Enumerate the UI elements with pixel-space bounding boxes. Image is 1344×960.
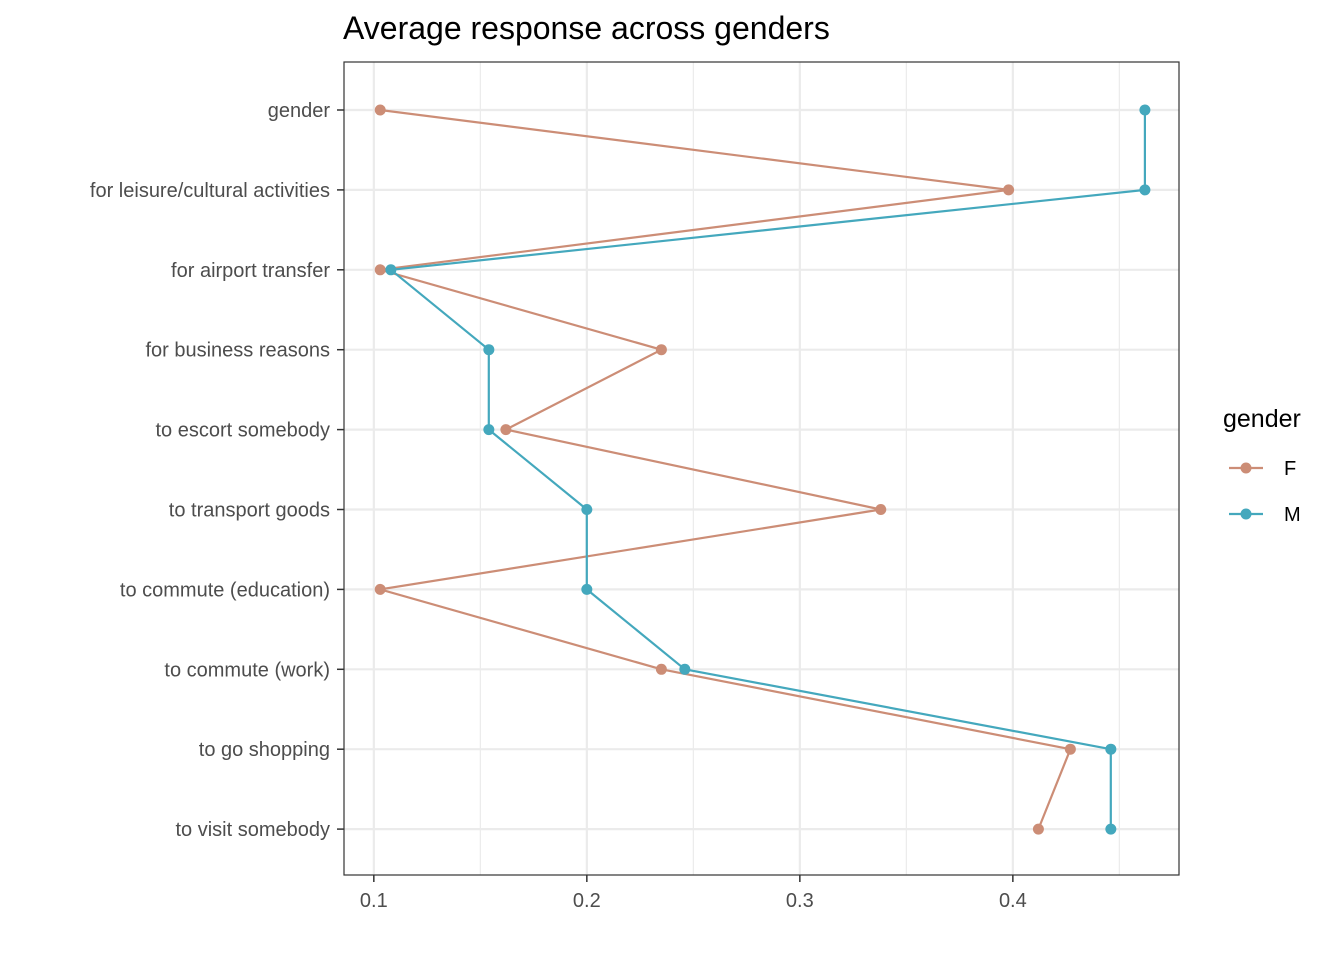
legend-key-point-F — [1240, 462, 1252, 474]
chart-title: Average response across genders — [343, 10, 830, 46]
y-axis: gender for leisure/cultural activities for… — [90, 100, 344, 841]
y-tick-label: gender — [268, 100, 331, 122]
x-tick-label: 0.1 — [360, 890, 388, 912]
panel-border — [343, 61, 1180, 876]
series-point-M — [1139, 184, 1151, 196]
series-point-F — [655, 344, 667, 356]
x-tick-label: 0.2 — [573, 890, 601, 912]
series-point-F — [374, 264, 386, 276]
series-point-M — [1105, 743, 1117, 755]
x-axis: 0.1 0.2 0.3 0.4 — [360, 875, 1027, 912]
y-tick-label: to escort somebody — [155, 420, 330, 442]
series-point-M — [1139, 104, 1151, 116]
series-point-F — [1032, 823, 1044, 835]
y-tick-label: to go shopping — [199, 739, 330, 761]
grid-minor — [479, 62, 1120, 875]
x-tick-label: 0.4 — [999, 890, 1027, 912]
legend-key-point-M — [1240, 508, 1252, 520]
legend-title: gender — [1223, 405, 1301, 433]
series-point-F — [374, 583, 386, 595]
y-tick-label: to visit somebody — [175, 819, 330, 841]
series-point-F — [655, 663, 667, 675]
legend-items: FM — [1229, 458, 1301, 526]
series-point-M — [679, 663, 691, 675]
y-tick-label: to commute (education) — [120, 579, 330, 601]
series-point-M — [385, 264, 397, 276]
y-tick-label: to commute (work) — [164, 659, 330, 681]
legend: gender FM — [1223, 405, 1301, 526]
y-tick-label: for business reasons — [145, 340, 330, 362]
series-point-F — [1003, 184, 1015, 196]
series-point-M — [483, 424, 495, 436]
y-tick-label: for leisure/cultural activities — [90, 180, 330, 202]
x-tick-label: 0.3 — [786, 890, 814, 912]
grid-major — [344, 62, 1179, 875]
series-point-F — [500, 424, 512, 436]
series-point-F — [374, 104, 386, 116]
series-line-M — [389, 110, 1147, 830]
series-point-M — [581, 504, 593, 515]
series-line-F — [379, 108, 1072, 830]
series-point-F — [875, 504, 887, 515]
series-layer — [374, 104, 1151, 835]
legend-label-F: F — [1284, 458, 1296, 480]
legend-label-M: M — [1284, 504, 1301, 526]
y-tick-label: for airport transfer — [171, 260, 330, 282]
y-tick-label: to transport goods — [169, 500, 330, 522]
series-point-M — [483, 344, 495, 356]
series-point-M — [1105, 823, 1117, 835]
series-point-M — [581, 583, 593, 595]
series-point-F — [1064, 743, 1076, 755]
